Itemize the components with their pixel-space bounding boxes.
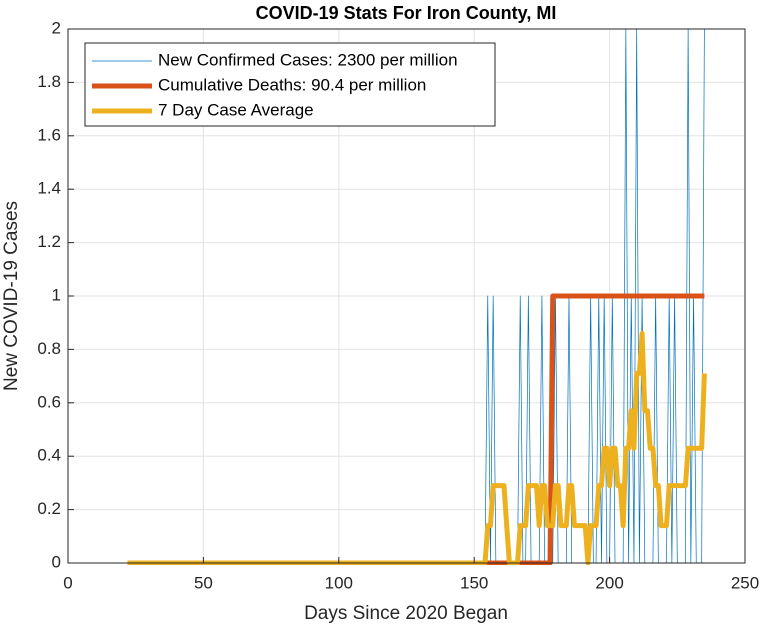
x-axis-label: Days Since 2020 Began [304, 603, 508, 624]
y-tick-label: 2 [52, 18, 61, 37]
chart-title: COVID-19 Stats For Iron County, MI [256, 3, 557, 23]
series-line [127, 330, 707, 565]
legend-box [84, 42, 496, 127]
y-tick-label: 1.2 [37, 232, 61, 251]
x-tick-label: 0 [63, 573, 72, 592]
y-tick-label: 1.8 [37, 72, 61, 91]
legend-label: Cumulative Deaths: 90.4 per million [158, 75, 426, 94]
y-axis-label: New COVID-19 Cases [1, 201, 22, 391]
y-tick-label: 0.8 [37, 339, 61, 358]
x-tick-label: 200 [595, 573, 623, 592]
legend: New Confirmed Cases: 2300 per million Cum… [84, 42, 496, 127]
ticks: 0 50 100 150 200 250 0 0.2 0.4 0.6 0.8 1 1.2 1.4 1.6 1.… [37, 18, 759, 592]
x-tick-label: 150 [460, 573, 488, 592]
y-tick-label: 1.4 [37, 179, 61, 198]
x-tick-label: 100 [325, 573, 353, 592]
x-tick-label: 250 [731, 573, 759, 592]
legend-label: New Confirmed Cases: 2300 per million [158, 50, 458, 69]
y-tick-label: 0.6 [37, 392, 61, 411]
y-tick-label: 0.4 [37, 446, 61, 465]
y-tick-label: 0.2 [37, 499, 61, 518]
y-tick-label: 1.6 [37, 125, 61, 144]
y-tick-label: 1 [52, 285, 61, 304]
y-tick-label: 0 [52, 552, 61, 571]
legend-label: 7 Day Case Average [158, 100, 314, 119]
x-tick-label: 50 [194, 573, 213, 592]
